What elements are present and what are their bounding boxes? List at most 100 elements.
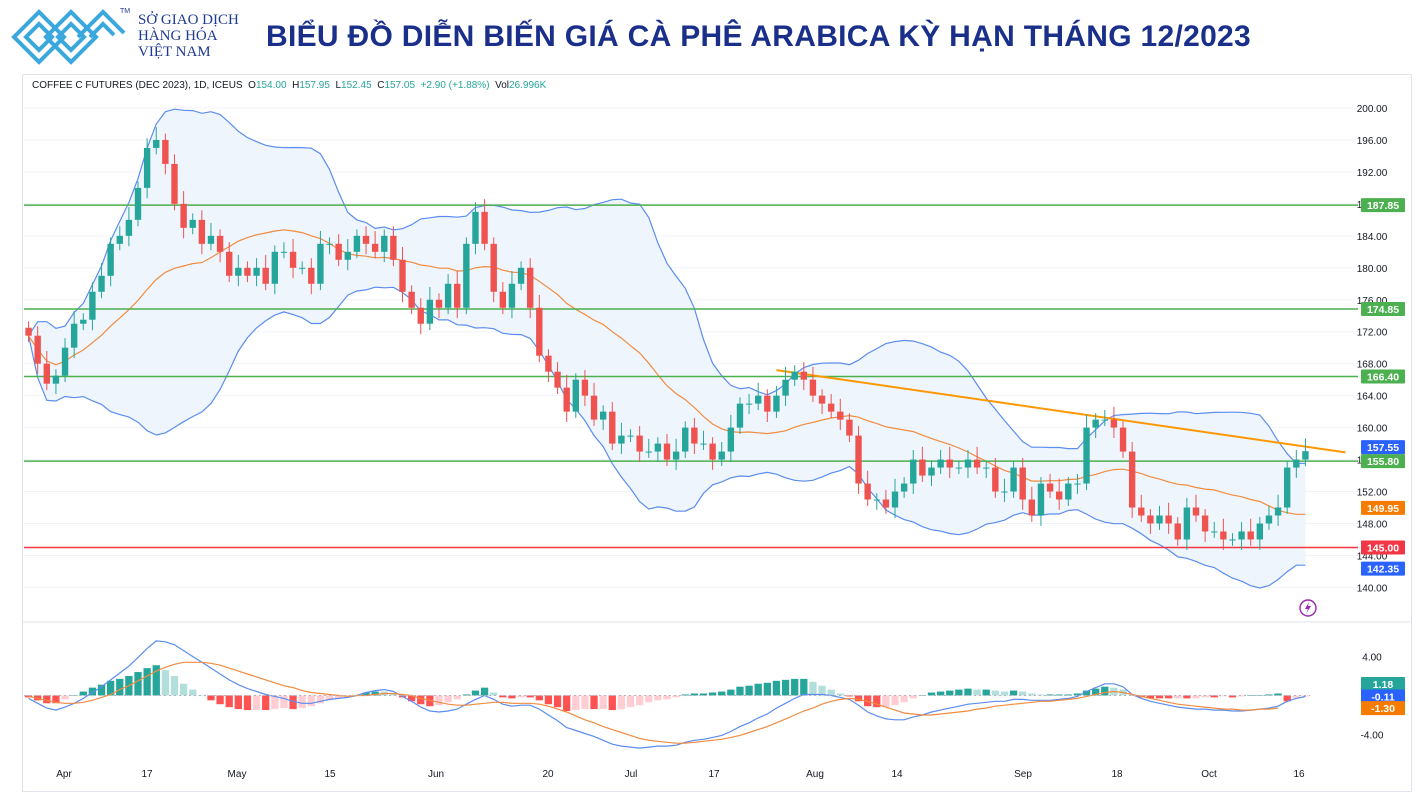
y-tick-label-3: 152.00 — [1357, 488, 1388, 499]
logo-line-3: VIỆT NAM — [138, 44, 211, 60]
candle-body-139 — [1293, 459, 1300, 468]
candle-body-136 — [1265, 515, 1273, 524]
macd-hist-83 — [781, 679, 790, 696]
macd-hist-126 — [1174, 695, 1182, 699]
candle-body-130 — [1211, 531, 1218, 533]
x-tick-label-9: 14 — [891, 769, 903, 780]
macd-hist-97 — [909, 695, 917, 699]
level-tag-1: 174.85 — [1367, 304, 1399, 316]
candle-body-11 — [125, 219, 133, 236]
macd-tick-label-1: -4.00 — [1361, 730, 1384, 741]
macd-hist-57 — [544, 695, 553, 705]
logo-line-2: HÀNG HÓA — [138, 28, 218, 44]
bb-fill — [28, 109, 1306, 588]
logo-trademark: TM — [120, 8, 131, 15]
macd-hist-65 — [617, 695, 626, 710]
macd-hist-22 — [225, 695, 233, 708]
macd-hist-82 — [772, 680, 781, 696]
candle-body-116 — [1083, 427, 1090, 484]
candle-body-140 — [1302, 451, 1309, 460]
macd-hist-25 — [252, 695, 261, 711]
macd-hist-3 — [52, 695, 60, 704]
x-tick-label-11: 18 — [1111, 769, 1123, 780]
macd-hist-13 — [143, 668, 151, 696]
macd-panel — [24, 640, 1310, 749]
candle-body-113 — [1055, 491, 1063, 500]
candle-body-69 — [654, 443, 662, 452]
candle-body-125 — [1165, 515, 1172, 524]
candle-body-42 — [408, 291, 415, 308]
level-tag-0-bg — [1361, 198, 1405, 213]
candle-body-27 — [271, 251, 279, 284]
candle-body-138 — [1284, 467, 1291, 508]
macd-hist-2 — [43, 695, 51, 704]
macd-tag-0: 1.18 — [1373, 679, 1394, 691]
macd-hist-56 — [535, 695, 543, 701]
candle-body-117 — [1092, 419, 1099, 428]
candle-body-79 — [745, 403, 753, 405]
y-tick-label-10: 180.00 — [1357, 264, 1388, 275]
macd-hist-81 — [763, 682, 771, 696]
candle-body-10 — [116, 235, 123, 244]
macd-hist-10 — [116, 678, 124, 696]
macd-hist-100 — [936, 691, 945, 696]
candle-body-67 — [636, 435, 643, 452]
candle-body-18 — [189, 219, 196, 228]
candle-body-61 — [581, 379, 589, 396]
chart-legend: COFFEE C FUTURES (DEC 2023), 1D, ICEUS O… — [32, 80, 546, 91]
macd-hist-108 — [1009, 690, 1018, 696]
macd-hist-8 — [97, 684, 106, 696]
candle-body-91 — [855, 435, 862, 484]
macd-hist-24 — [243, 695, 252, 711]
candle-body-24 — [244, 267, 251, 276]
y-tick-label-14: 196.00 — [1357, 136, 1388, 147]
y-tick-label-9: 176.00 — [1357, 296, 1388, 307]
macd-hist-125 — [1164, 695, 1173, 699]
candle-body-20 — [207, 235, 215, 244]
header: TM SỞ GIAO DỊCH HÀNG HÓA VIỆT NAM BIỂU Đ… — [0, 0, 1416, 72]
candle-body-46 — [444, 283, 452, 308]
macd-hist-43 — [417, 695, 425, 705]
macd-hist-54 — [517, 695, 525, 698]
macd-hist-102 — [955, 689, 963, 696]
macd-hist-15 — [161, 670, 170, 696]
candle-body-21 — [216, 235, 224, 252]
macd-hist-64 — [608, 695, 616, 711]
macd-hist-77 — [727, 689, 735, 696]
macd-hist-20 — [207, 695, 215, 701]
macd-hist-58 — [553, 695, 562, 708]
candle-body-81 — [764, 395, 771, 412]
macd-hist-123 — [1146, 695, 1155, 699]
x-tick-label-3: 15 — [324, 769, 336, 780]
chart-frame — [22, 74, 1412, 792]
candle-body-123 — [1147, 515, 1154, 524]
candle-body-108 — [1010, 467, 1017, 492]
macd-hist-23 — [234, 695, 242, 710]
candle-body-23 — [235, 267, 242, 276]
candle-body-48 — [463, 243, 470, 308]
macd-hist-94 — [882, 695, 890, 708]
candle-body-137 — [1274, 507, 1282, 516]
candle-body-107 — [1001, 491, 1008, 493]
candle-body-118 — [1101, 419, 1108, 421]
logo-line-1: SỞ GIAO DỊCH — [138, 12, 239, 28]
macd-tag-1: -0.11 — [1371, 692, 1395, 704]
macd-hist-60 — [572, 695, 580, 711]
macd-hist-99 — [927, 692, 936, 696]
macd-hist-69 — [654, 695, 662, 701]
candle-body-73 — [691, 427, 698, 444]
macd-hist-107 — [1000, 691, 1009, 696]
macd-tag-2: -1.30 — [1371, 703, 1395, 715]
y-tick-label-6: 164.00 — [1357, 392, 1388, 403]
y-tick-label-5: 160.00 — [1357, 424, 1388, 435]
y-tick-label-1: 144.00 — [1357, 551, 1388, 562]
candle-body-134 — [1247, 531, 1254, 540]
macd-hist-136 — [1265, 694, 1273, 696]
macd-hist-31 — [307, 695, 315, 707]
candle-body-95 — [891, 491, 899, 508]
macd-hist-127 — [1183, 695, 1191, 699]
y-tick-label-2: 148.00 — [1357, 519, 1388, 530]
y-tick-label-0: 140.00 — [1357, 583, 1388, 594]
macd-hist-91 — [854, 695, 863, 702]
